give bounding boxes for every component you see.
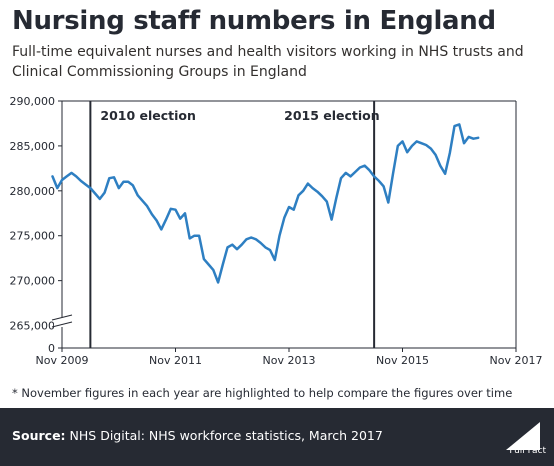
source-footer: Source: NHS Digital: NHS workforce stati… xyxy=(0,408,554,466)
source-line: Source: NHS Digital: NHS workforce stati… xyxy=(12,428,383,443)
axis-break-gap xyxy=(54,317,70,327)
chart-subtitle: Full-time equivalent nurses and health v… xyxy=(12,44,524,80)
election-label: 2015 election xyxy=(284,108,380,123)
y-tick-label: 265,000 xyxy=(10,320,56,333)
line-chart: 0 265,000 270,000 275,000 280,000 285,000 290,… xyxy=(10,95,543,367)
chart-title: Nursing staff numbers in England xyxy=(12,6,496,36)
series-line xyxy=(51,123,480,284)
axis-break-slash xyxy=(51,314,73,321)
y-axis: 0 265,000 270,000 275,000 280,000 285,000 290,… xyxy=(10,95,517,355)
full-fact-logo-icon xyxy=(506,422,540,450)
axis-break-icon xyxy=(51,314,73,328)
logo-text: Full Fact xyxy=(509,446,546,456)
source-text: NHS Digital: NHS workforce statistics, M… xyxy=(69,428,383,443)
x-axis: Nov 2009 Nov 2011 Nov 2013 Nov 2015 Nov 2017 xyxy=(36,347,543,367)
y-tick-label: 0 xyxy=(48,342,55,355)
election-label: 2010 election xyxy=(100,108,196,123)
y-tick-label: 285,000 xyxy=(10,140,56,153)
y-tick-label: 290,000 xyxy=(10,95,56,108)
election-markers: 2010 election 2015 election xyxy=(89,101,380,348)
axis-break-slash xyxy=(51,321,73,328)
x-tick-label: Nov 2015 xyxy=(376,354,429,367)
x-tick-label: Nov 2013 xyxy=(263,354,316,367)
y-tick-label: 275,000 xyxy=(10,230,56,243)
x-tick-label: Nov 2017 xyxy=(490,354,543,367)
x-tick-label: Nov 2009 xyxy=(36,354,89,367)
x-tick-label: Nov 2011 xyxy=(149,354,202,367)
y-tick-label: 280,000 xyxy=(10,185,56,198)
footnote: * November figures in each year are high… xyxy=(12,386,513,400)
series-layer xyxy=(51,123,480,284)
source-label: Source: xyxy=(12,428,66,443)
y-tick-label: 270,000 xyxy=(10,275,56,288)
